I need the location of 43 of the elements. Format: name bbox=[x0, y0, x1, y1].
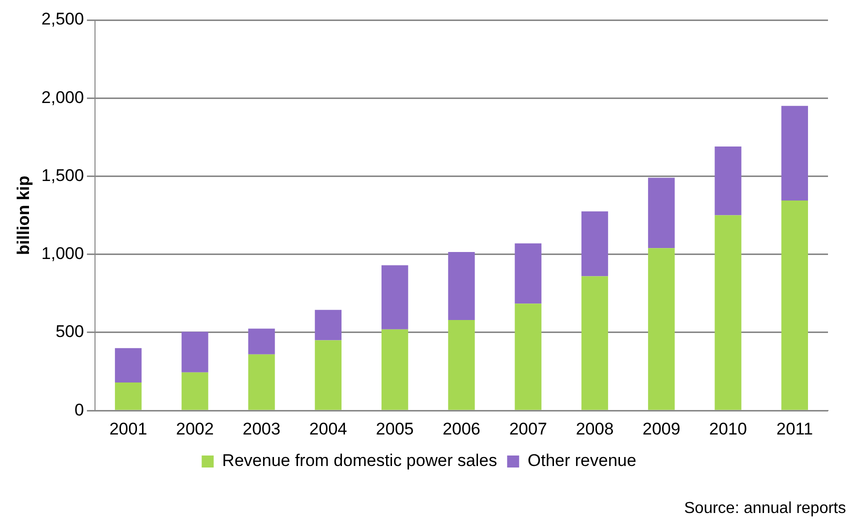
bar bbox=[314, 310, 342, 340]
bar bbox=[514, 304, 542, 410]
bar bbox=[648, 178, 675, 248]
x-tick-label: 2005 bbox=[376, 419, 414, 438]
y-tick-label: 1,500 bbox=[41, 166, 84, 185]
y-axis-title: billion kip bbox=[14, 176, 33, 255]
bar bbox=[382, 329, 408, 410]
bar bbox=[714, 215, 742, 410]
legend-label: Revenue from domestic power sales bbox=[222, 451, 498, 470]
bar bbox=[781, 200, 808, 410]
x-tick-label: 2008 bbox=[576, 419, 614, 438]
y-tick-label: 1,000 bbox=[41, 244, 84, 264]
bar bbox=[514, 243, 542, 304]
bar bbox=[781, 106, 808, 200]
x-tick-label: 2009 bbox=[642, 419, 680, 438]
x-tick-label: 2007 bbox=[509, 419, 548, 438]
legend-label: Other revenue bbox=[528, 451, 636, 470]
bar bbox=[581, 276, 608, 410]
bar bbox=[314, 340, 342, 410]
bar bbox=[648, 248, 675, 410]
bar bbox=[182, 332, 208, 372]
x-tick-label: 2002 bbox=[176, 419, 214, 438]
source-note: Source: annual reports bbox=[684, 500, 846, 518]
bar bbox=[114, 382, 142, 410]
y-tick-label: 500 bbox=[56, 322, 84, 342]
bar bbox=[114, 348, 142, 382]
bar bbox=[382, 265, 408, 330]
bar bbox=[182, 372, 208, 410]
x-tick-label: 2010 bbox=[709, 419, 747, 438]
bar bbox=[448, 252, 475, 320]
y-tick-label: 2,500 bbox=[41, 10, 84, 29]
x-tick-label: 2011 bbox=[776, 419, 813, 438]
bar bbox=[714, 146, 742, 216]
x-tick-label: 2006 bbox=[442, 419, 480, 438]
bar bbox=[248, 354, 275, 410]
y-tick-label: 2,000 bbox=[41, 88, 84, 107]
x-tick-label: 2004 bbox=[309, 419, 348, 438]
x-tick-label: 2001 bbox=[109, 419, 148, 438]
y-tick-label: 0 bbox=[74, 400, 84, 420]
x-tick-label: 2003 bbox=[242, 419, 280, 438]
bar bbox=[581, 211, 608, 276]
bar bbox=[448, 320, 475, 410]
bar bbox=[248, 328, 275, 354]
